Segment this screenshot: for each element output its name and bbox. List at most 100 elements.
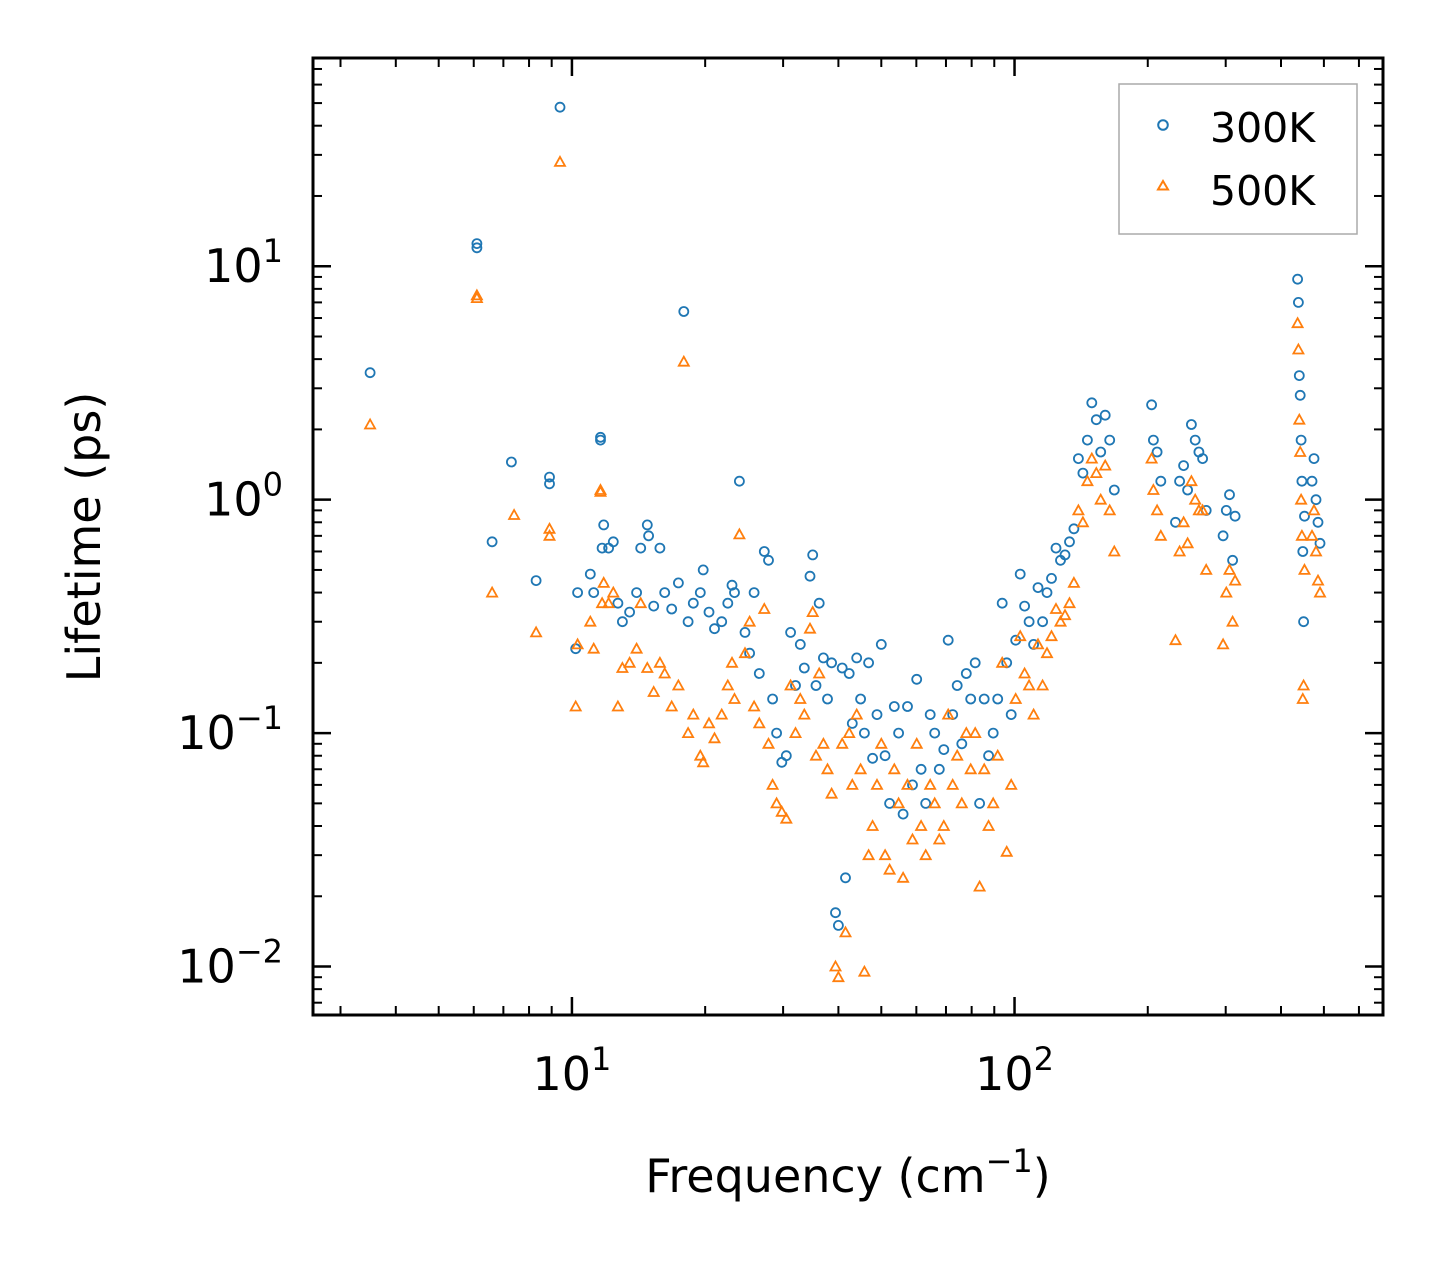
point-300k-103 [996,597,1008,609]
axis-tick-labels: 101 102 101 100 10−1 10−2 [177,232,1054,1101]
point-500k-80 [896,870,910,883]
point-500k-136 [1184,474,1198,487]
point-500k-137 [1188,492,1202,505]
point-500k-9 [569,699,583,712]
point-500k-92 [950,748,964,761]
y-tick-label: 100 [204,466,283,527]
point-300k-37 [709,623,720,635]
point-300k-124 [1090,414,1102,426]
point-300k-39 [722,597,734,609]
point-500k-59 [812,666,826,679]
point-500k-10 [571,637,585,650]
x-axis-label-exponent: −1 [986,1142,1033,1180]
point-500k-65 [835,736,849,749]
point-500k-124 [1094,492,1108,505]
point-300k-121 [1077,467,1089,479]
point-300k-85 [915,763,927,775]
point-300k-0 [364,367,376,379]
point-500k-52 [784,678,798,691]
point-300k-94 [956,738,968,750]
point-300k-59 [810,680,822,691]
point-500k-62 [825,786,839,799]
point-500k-104 [1004,778,1018,790]
point-300k-19 [612,597,624,609]
point-300k-61 [818,652,829,664]
point-500k-40 [727,692,742,704]
point-300k-136 [1182,484,1193,496]
point-500k-118 [1067,576,1081,588]
point-500k-82 [905,832,920,845]
point-500k-51 [779,811,793,824]
point-500k-148 [1292,412,1306,425]
point-300k-123 [1086,397,1098,409]
point-300k-5 [530,575,542,586]
point-300k-46 [753,668,765,679]
point-300k-27 [654,542,666,554]
point-300k-159 [1312,516,1324,528]
point-300k-91 [942,634,954,646]
point-500k-39 [725,655,739,668]
point-500k-135 [1181,536,1195,549]
point-300k-140 [1197,453,1208,465]
point-300k-112 [1037,616,1048,628]
legend-marker-300k [1157,119,1169,131]
point-300k-14 [595,434,606,446]
point-300k-90 [938,744,950,755]
point-300k-31 [678,306,690,317]
point-500k-19 [611,699,625,712]
point-500k-49 [770,796,784,809]
point-300k-50 [771,727,782,739]
point-300k-129 [1146,399,1157,411]
point-500k-57 [806,605,820,617]
point-300k-95 [960,668,972,679]
point-300k-52 [780,750,792,762]
point-500k-17 [602,596,616,609]
point-500k-66 [838,925,853,938]
point-500k-123 [1089,466,1103,479]
point-300k-36 [703,606,715,618]
point-500k-121 [1080,474,1094,487]
point-500k-3 [485,585,499,598]
point-500k-25 [647,685,661,697]
point-300k-45 [748,587,760,598]
point-500k-72 [862,848,876,861]
point-300k-38 [716,616,728,628]
point-300k-125 [1095,446,1107,458]
point-300k-147 [1292,273,1303,285]
point-300k-134 [1174,475,1185,487]
point-500k-97 [973,879,987,892]
point-500k-119 [1071,503,1085,516]
point-500k-70 [854,762,868,775]
point-300k-49 [767,693,778,705]
legend-box [1118,83,1358,235]
point-500k-23 [634,596,648,609]
point-500k-151 [1295,528,1309,541]
point-500k-64 [831,970,845,983]
point-500k-47 [761,736,776,749]
point-300k-108 [1019,600,1030,612]
point-500k-1 [470,288,484,301]
point-500k-146 [1291,316,1305,329]
point-500k-35 [702,716,716,729]
point-300k-7 [544,478,555,490]
y-axis-label: Lifetime (ps) [57,392,111,683]
point-300k-4 [505,456,517,468]
point-300k-135 [1178,460,1189,472]
point-500k-30 [677,354,691,367]
point-500k-147 [1291,342,1305,355]
point-300k-73 [863,657,874,669]
point-300k-126 [1099,409,1111,421]
point-500k-33 [693,748,707,761]
point-300k-152 [1296,475,1308,487]
point-500k-140 [1199,563,1213,575]
point-500k-83 [910,736,924,749]
point-500k-156 [1307,503,1321,516]
y-tick-label: 10−2 [177,933,283,994]
point-500k-34 [696,755,710,768]
y-tick-label: 10−1 [177,699,283,760]
point-500k-122 [1085,451,1099,464]
point-300k-150 [1294,389,1306,401]
point-300k-30 [673,577,684,589]
point-500k-69 [850,707,864,720]
point-300k-71 [855,693,866,705]
